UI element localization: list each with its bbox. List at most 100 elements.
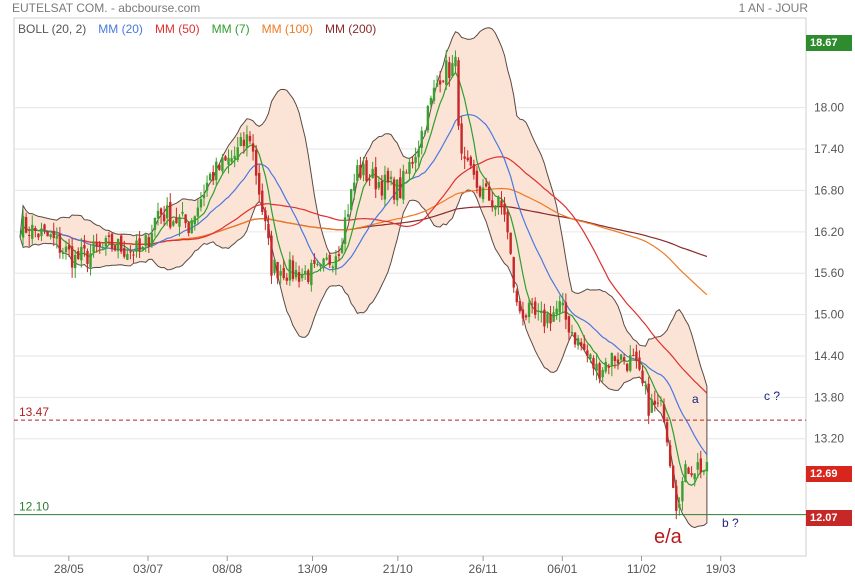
wave-annotation: e/a bbox=[654, 526, 683, 548]
candle bbox=[408, 161, 411, 174]
candle bbox=[619, 354, 623, 360]
candle bbox=[294, 270, 298, 278]
candle bbox=[276, 261, 279, 279]
candle bbox=[310, 263, 313, 286]
candle bbox=[304, 270, 307, 274]
x-tick-label: 21/10 bbox=[383, 562, 413, 576]
candle bbox=[558, 301, 561, 313]
legend-boll[interactable]: BOLL (20, 2) bbox=[18, 22, 87, 36]
candle bbox=[665, 422, 669, 443]
candle bbox=[159, 208, 163, 215]
candle bbox=[463, 156, 466, 159]
candle bbox=[687, 467, 690, 474]
candle bbox=[580, 342, 583, 347]
candle bbox=[80, 246, 83, 261]
legend-mm7[interactable]: MM (7) bbox=[211, 22, 250, 36]
candle bbox=[675, 485, 678, 511]
candle bbox=[242, 139, 246, 147]
candle bbox=[448, 62, 451, 78]
candle bbox=[319, 263, 322, 267]
candle bbox=[362, 163, 365, 176]
candle bbox=[239, 137, 242, 147]
candle bbox=[337, 254, 341, 256]
candle bbox=[67, 245, 71, 250]
candle bbox=[616, 359, 620, 364]
y-tick-label: 16.80 bbox=[814, 183, 844, 197]
candle bbox=[110, 233, 114, 249]
candle bbox=[524, 315, 528, 318]
wave-annotation: a bbox=[692, 392, 699, 406]
candle bbox=[423, 133, 426, 135]
candle bbox=[622, 357, 626, 362]
candle bbox=[322, 258, 325, 265]
indicator-legend: BOLL (20, 2) MM (20) MM (50) MM (7) MM (… bbox=[18, 22, 376, 36]
candle bbox=[527, 302, 531, 318]
candle bbox=[120, 235, 123, 252]
candle bbox=[350, 189, 353, 211]
candle bbox=[175, 217, 178, 224]
candle bbox=[297, 272, 301, 282]
candle bbox=[681, 481, 684, 502]
candle bbox=[285, 277, 288, 281]
candle bbox=[353, 182, 356, 191]
mm50-line bbox=[19, 156, 708, 394]
candle bbox=[61, 252, 65, 254]
candle bbox=[126, 253, 129, 260]
candle bbox=[138, 238, 141, 251]
candle bbox=[215, 161, 218, 181]
legend-mm50[interactable]: MM (50) bbox=[154, 22, 200, 36]
candle bbox=[392, 179, 396, 200]
candle bbox=[340, 245, 344, 253]
candle bbox=[230, 158, 233, 162]
candle bbox=[460, 123, 463, 154]
candle bbox=[668, 445, 672, 467]
candle bbox=[313, 259, 316, 264]
candle bbox=[586, 350, 589, 356]
candle bbox=[21, 216, 25, 238]
legend-mm20[interactable]: MM (20) bbox=[98, 22, 143, 36]
level-label: 13.47 bbox=[19, 405, 49, 419]
candle bbox=[86, 250, 89, 264]
candle bbox=[607, 365, 610, 368]
candle bbox=[104, 237, 108, 247]
candle bbox=[503, 203, 506, 215]
candle bbox=[343, 217, 347, 244]
y-tick-label: 15.60 bbox=[814, 266, 844, 280]
candle bbox=[549, 313, 552, 324]
candle bbox=[193, 216, 196, 225]
candle bbox=[150, 233, 154, 246]
candle bbox=[641, 370, 644, 384]
period-label[interactable]: 1 AN - JOUR bbox=[738, 1, 808, 15]
candle bbox=[227, 157, 230, 165]
candle bbox=[288, 259, 292, 281]
candle bbox=[377, 182, 380, 188]
candle bbox=[374, 167, 377, 190]
x-tick-label: 13/09 bbox=[298, 562, 328, 576]
candle bbox=[166, 205, 169, 219]
candle bbox=[46, 231, 49, 237]
candle bbox=[684, 464, 687, 483]
mm20-line bbox=[19, 113, 708, 455]
top-price-label: 18.67 bbox=[806, 35, 852, 51]
legend-mm100[interactable]: MM (100) bbox=[261, 22, 313, 36]
candle bbox=[411, 161, 414, 164]
candle bbox=[37, 233, 40, 238]
candle bbox=[438, 80, 442, 85]
candle bbox=[589, 354, 592, 359]
candle bbox=[113, 245, 117, 251]
candle bbox=[261, 190, 264, 213]
candle bbox=[224, 156, 227, 161]
candle bbox=[356, 165, 359, 181]
candle bbox=[497, 196, 500, 207]
x-tick-label: 28/05 bbox=[54, 562, 84, 576]
candle bbox=[561, 302, 564, 306]
candle bbox=[598, 363, 601, 379]
x-tick-label: 06/01 bbox=[547, 562, 577, 576]
candle bbox=[251, 143, 255, 152]
candle bbox=[77, 251, 80, 260]
legend-mm200[interactable]: MM (200) bbox=[324, 22, 377, 36]
candle bbox=[662, 404, 666, 423]
candle bbox=[693, 473, 696, 480]
candle bbox=[245, 134, 249, 149]
candle bbox=[172, 221, 175, 226]
